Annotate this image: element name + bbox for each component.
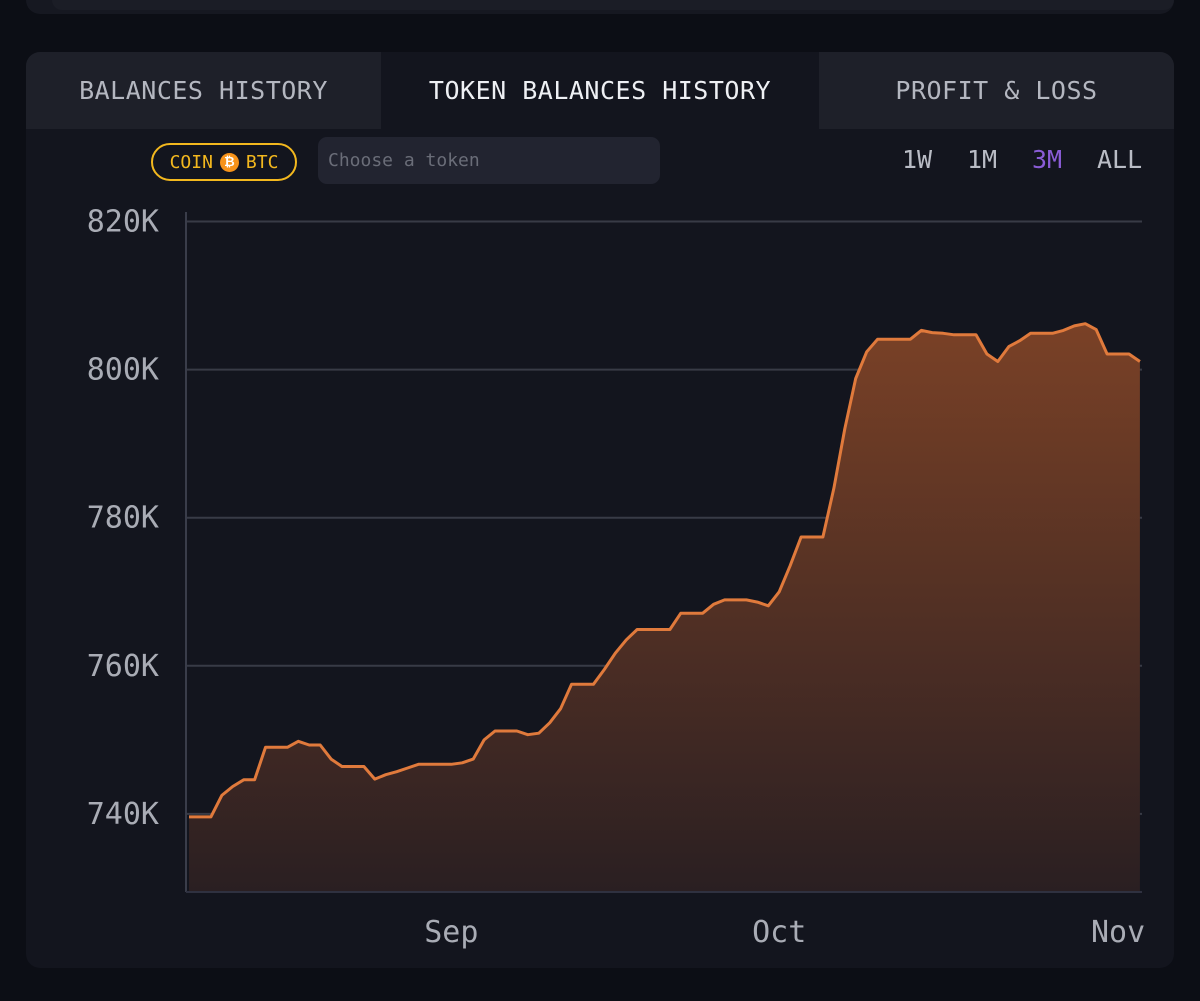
token-search-input[interactable] [318,137,660,184]
range-1w-button[interactable]: 1W [902,145,933,174]
range-all-button[interactable]: ALL [1097,145,1143,174]
coin-badge-prefix: COIN [169,151,213,173]
y-tick-label: 780K [87,501,159,536]
balance-area-fill [189,323,1140,892]
y-tick-label: 820K [87,205,159,240]
x-tick-label: Oct [752,915,806,950]
balances-history-card: BALANCES HISTORY TOKEN BALANCES HISTORY … [26,52,1174,968]
bitcoin-icon: ₿ [219,152,239,172]
range-3m-button[interactable]: 3M [1032,145,1063,174]
previous-card-inner-edge [52,0,1174,10]
coin-badge-symbol: BTC [245,151,279,173]
coin-filter-badge[interactable]: COIN ₿ BTC [151,143,297,181]
y-tick-label: 760K [87,649,159,684]
range-1m-button[interactable]: 1M [967,145,998,174]
balance-series-line [189,322,1141,819]
history-tabs: BALANCES HISTORY TOKEN BALANCES HISTORY … [26,52,1174,129]
tab-token-balances-history[interactable]: TOKEN BALANCES HISTORY [381,52,819,129]
tab-profit-and-loss[interactable]: PROFIT & LOSS [819,52,1174,129]
x-tick-label: Nov [1091,915,1145,950]
token-balance-chart: 740K 760K 780K 800K 820K Sep Oct Nov [87,205,1145,951]
x-tick-label: Sep [424,915,478,950]
y-tick-label: 740K [87,797,159,832]
y-tick-label: 800K [87,353,159,388]
time-range-selector: 1W 1M 3M ALL [26,145,1174,183]
tab-balances-history[interactable]: BALANCES HISTORY [26,52,381,129]
